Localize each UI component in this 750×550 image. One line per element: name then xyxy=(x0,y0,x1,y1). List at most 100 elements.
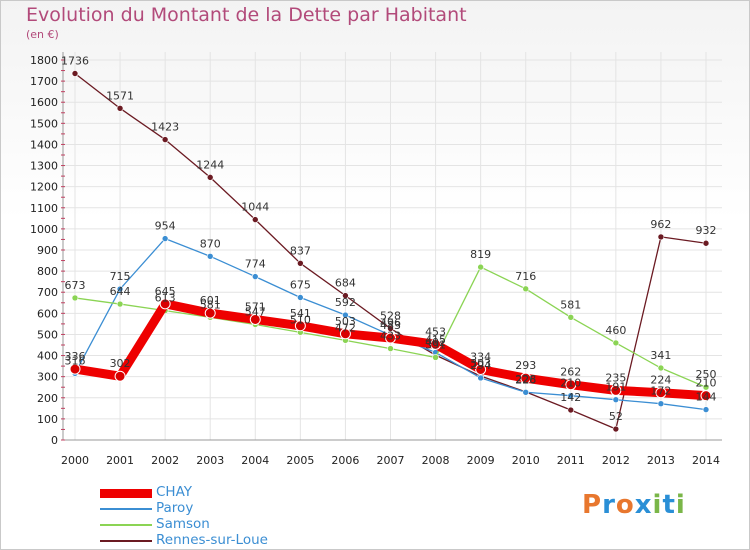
point-paroy xyxy=(612,396,620,403)
y-tick-label: 100 xyxy=(37,413,58,426)
data-label: 391 xyxy=(425,338,446,351)
legend-item: CHAY xyxy=(100,485,320,501)
x-tick-label: 2008 xyxy=(422,454,450,467)
legend-item: Rennes-sur-Loue xyxy=(100,533,320,549)
data-label: 541 xyxy=(290,307,311,320)
data-label: 294 xyxy=(470,359,491,372)
data-label: 483 xyxy=(380,319,401,332)
data-label: 954 xyxy=(155,220,176,233)
data-label: 191 xyxy=(605,381,626,394)
data-label: 144 xyxy=(696,391,717,404)
legend-label: Rennes-sur-Loue xyxy=(156,532,268,548)
data-label: 293 xyxy=(515,359,536,372)
logo-letter: r xyxy=(602,490,616,520)
legend-label: Samson xyxy=(156,516,210,532)
point-chay xyxy=(520,372,532,384)
point-chay xyxy=(339,328,351,340)
data-label: 402 xyxy=(425,336,446,349)
data-label: 644 xyxy=(110,285,131,298)
data-label: 673 xyxy=(65,279,86,292)
point-rennes-sur-loue xyxy=(567,406,575,414)
axes: 0 100 200 300 400 500 600 700 800 900 1000 1100 1200… xyxy=(30,52,722,467)
data-label: 334 xyxy=(470,350,491,363)
logo-letter: t xyxy=(662,490,676,520)
data-label: 226 xyxy=(515,373,536,386)
x-tick-label: 2013 xyxy=(647,454,675,467)
point-samson xyxy=(71,294,79,302)
logo-letter: x xyxy=(634,490,653,520)
point-paroy xyxy=(297,294,304,301)
point-rennes-sur-loue xyxy=(251,216,259,223)
x-tick-label: 2003 xyxy=(196,454,224,467)
point-rennes-sur-loue xyxy=(71,70,79,77)
gridlines xyxy=(63,52,722,441)
y-tick-label: 200 xyxy=(37,392,58,405)
logo-letter: P xyxy=(582,490,603,520)
point-rennes-sur-loue xyxy=(116,105,124,112)
data-label: 547 xyxy=(245,306,266,319)
data-label: 228 xyxy=(515,373,536,386)
data-label: 224 xyxy=(650,374,671,387)
y-tick-label: 800 xyxy=(37,265,58,278)
x-tick-label: 2004 xyxy=(241,454,269,467)
data-label: 453 xyxy=(425,325,446,338)
data-label: 172 xyxy=(650,385,671,398)
data-label: 645 xyxy=(155,285,176,298)
data-label: 571 xyxy=(245,300,266,313)
point-rennes-sur-loue xyxy=(387,325,394,332)
data-label: 336 xyxy=(65,350,86,363)
line-chart: 0 100 200 300 400 500 600 700 800 900 1000 1100 1200… xyxy=(30,52,722,467)
data-label: 837 xyxy=(290,244,311,257)
point-rennes-sur-loue xyxy=(657,233,665,241)
point-chay xyxy=(655,387,667,399)
legend-item: Samson xyxy=(100,517,320,533)
data-label: 250 xyxy=(696,368,717,381)
logo-letter: i xyxy=(675,490,686,520)
point-samson xyxy=(432,354,439,361)
point-chay xyxy=(249,313,261,325)
data-label: 316 xyxy=(65,354,86,367)
legend-swatch xyxy=(100,524,152,526)
y-tick-label: 700 xyxy=(37,286,58,299)
x-tick-label: 2014 xyxy=(692,454,720,467)
data-label: 210 xyxy=(696,377,717,390)
data-label: 592 xyxy=(335,296,356,309)
point-rennes-sur-loue xyxy=(297,259,304,267)
data-label: 613 xyxy=(155,292,176,305)
data-label: 581 xyxy=(560,298,581,311)
point-samson xyxy=(116,300,124,308)
data-label: 870 xyxy=(200,237,221,250)
x-tick-label: 2006 xyxy=(331,454,359,467)
y-tick-label: 300 xyxy=(37,371,58,384)
point-paroy xyxy=(251,273,259,280)
legend-item: Paroy xyxy=(100,501,320,517)
data-label: 433 xyxy=(380,330,401,343)
data-label: 1244 xyxy=(196,158,224,171)
data-label: 1044 xyxy=(241,201,269,214)
point-rennes-sur-loue xyxy=(612,425,620,433)
point-paroy xyxy=(657,400,665,407)
point-rennes-sur-loue xyxy=(206,174,214,181)
point-chay xyxy=(204,307,216,319)
point-paroy xyxy=(567,392,575,399)
point-samson xyxy=(567,314,575,321)
x-tick-label: 2000 xyxy=(61,454,89,467)
x-tick-label: 2007 xyxy=(377,454,405,467)
point-samson xyxy=(387,345,394,352)
point-chay xyxy=(114,370,126,382)
legend-label: CHAY xyxy=(156,484,193,500)
y-tick-label: 0 xyxy=(51,434,58,447)
legend-label: Paroy xyxy=(156,500,194,516)
data-label: 716 xyxy=(515,270,536,283)
x-tick-label: 2010 xyxy=(512,454,540,467)
data-label: 496 xyxy=(380,316,401,329)
proxiti-logo: Proxiti xyxy=(582,490,686,520)
data-label: 932 xyxy=(696,224,717,237)
data-label: 684 xyxy=(335,277,356,290)
x-tick-label: 2002 xyxy=(151,454,179,467)
point-paroy xyxy=(477,374,484,382)
data-label: 1423 xyxy=(151,121,179,134)
point-chay xyxy=(385,332,396,344)
y-tick-label: 400 xyxy=(37,350,58,363)
